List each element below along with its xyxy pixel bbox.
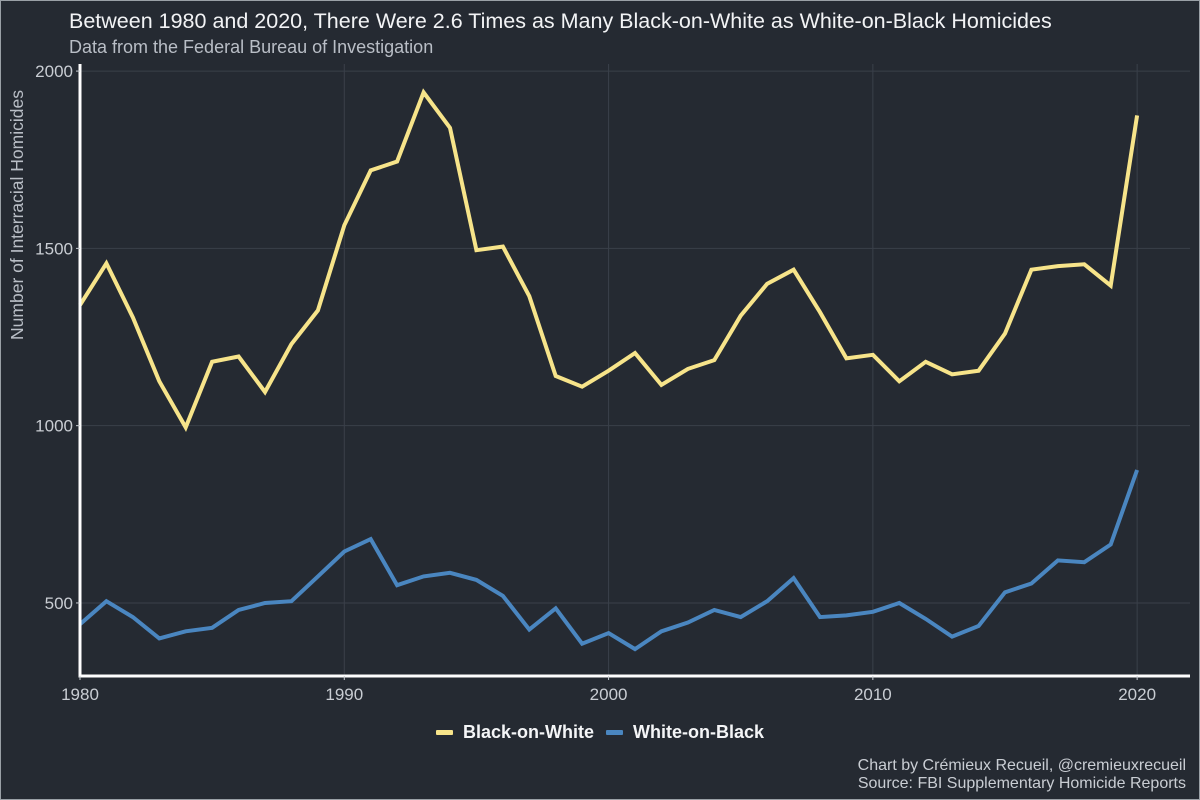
x-tick-label: 2010 xyxy=(854,685,892,704)
chart-subtitle: Data from the Federal Bureau of Investig… xyxy=(69,37,434,57)
y-tick-label: 500 xyxy=(45,594,73,613)
y-tick-label: 1500 xyxy=(35,239,73,258)
y-axis-label: Number of Interracial Homicides xyxy=(7,90,27,340)
chart-title: Between 1980 and 2020, There Were 2.6 Ti… xyxy=(69,9,1052,33)
legend-label: Black-on-White xyxy=(462,722,594,742)
x-tick-label: 1980 xyxy=(61,685,99,704)
x-tick-label: 1990 xyxy=(325,685,363,704)
series-lines xyxy=(78,88,1140,652)
x-tick-label: 2000 xyxy=(590,685,628,704)
legend-label: White-on-Black xyxy=(633,722,765,742)
x-tick-label: 2020 xyxy=(1118,685,1156,704)
legend-item-white-on-black[interactable]: White-on-Black xyxy=(606,722,764,743)
legend: Black-on-White White-on-Black xyxy=(0,722,1200,743)
legend-swatch-white-on-black xyxy=(606,730,623,735)
legend-swatch-black-on-white xyxy=(435,730,453,735)
legend-item-black-on-white[interactable]: Black-on-White xyxy=(435,722,594,743)
tick-labels: 500 1000 1500 2000 1980 1990 2000 2010 2020 xyxy=(35,62,1156,704)
y-tick-label: 1000 xyxy=(35,417,73,436)
axes xyxy=(76,64,1190,680)
chart-source: Source: FBI Supplementary Homicide Repor… xyxy=(857,775,1186,792)
chart-credit: Chart by Crémieux Recueil, @cremieuxrecu… xyxy=(857,757,1186,774)
y-tick-label: 2000 xyxy=(35,62,73,81)
